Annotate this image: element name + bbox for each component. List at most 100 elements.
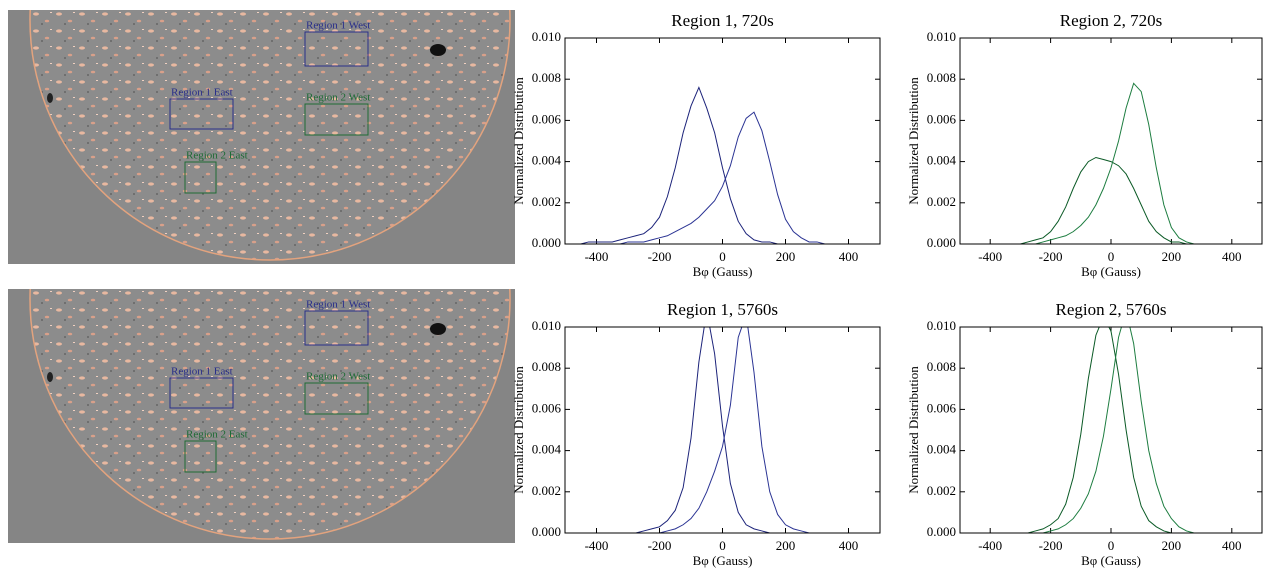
region-box <box>184 161 217 194</box>
x-tick-label: 0 <box>1108 249 1115 264</box>
y-tick-label: 0.008 <box>532 70 561 85</box>
sunspot <box>47 372 53 382</box>
y-tick-label: 0.008 <box>532 359 561 374</box>
series-line <box>565 327 880 533</box>
series-line <box>960 327 1262 533</box>
region-label: Region 1 East <box>171 366 233 378</box>
x-tick-label: 200 <box>776 249 796 264</box>
y-tick-label: 0.006 <box>927 111 957 126</box>
y-tick-label: 0.000 <box>927 524 956 539</box>
region-box <box>169 98 234 130</box>
region-box <box>304 382 369 415</box>
region-label: Region 1 East <box>171 87 233 99</box>
region-label: Region 1 West <box>306 20 370 32</box>
x-tick-label: 0 <box>1108 538 1115 553</box>
region-box <box>304 310 369 346</box>
x-axis-title: Bφ (Gauss) <box>693 264 753 279</box>
x-tick-label: 0 <box>719 249 726 264</box>
x-tick-label: -200 <box>1039 538 1063 553</box>
y-tick-label: 0.002 <box>927 483 956 498</box>
y-tick-label: 0.000 <box>532 235 561 250</box>
solar-disk <box>29 10 511 261</box>
x-tick-label: 400 <box>1222 249 1242 264</box>
x-tick-label: -200 <box>1039 249 1063 264</box>
x-axis-title: Bφ (Gauss) <box>1081 264 1141 279</box>
y-tick-label: 0.008 <box>927 359 956 374</box>
y-tick-label: 0.000 <box>532 524 561 539</box>
region-box <box>184 440 217 473</box>
y-tick-label: 0.004 <box>532 442 562 457</box>
y-tick-label: 0.006 <box>532 400 562 415</box>
x-tick-label: 200 <box>776 538 796 553</box>
solar-disk <box>29 289 511 540</box>
y-tick-label: 0.004 <box>927 153 957 168</box>
y-tick-label: 0.010 <box>532 318 561 333</box>
x-tick-label: -400 <box>978 249 1002 264</box>
y-tick-label: 0.002 <box>927 194 956 209</box>
solar-image: Region 1 West Region 1 East Region 2 West R… <box>8 10 515 264</box>
x-axis-title: Bφ (Gauss) <box>693 553 753 568</box>
chart-title: Region 2, 720s <box>1060 11 1162 30</box>
y-tick-label: 0.010 <box>927 318 956 333</box>
series-line <box>565 111 880 244</box>
plot-area <box>565 86 880 244</box>
solar-image: Region 1 West Region 1 East Region 2 West R… <box>8 289 515 543</box>
chart-title: Region 2, 5760s <box>1056 300 1167 319</box>
y-tick-label: 0.006 <box>927 400 957 415</box>
region-box <box>304 31 369 67</box>
sunspot <box>430 323 446 335</box>
x-tick-label: 200 <box>1162 249 1182 264</box>
chart: Region 2, 720s -400 -200 0 200 400 0.000 0.002 0… <box>906 11 1263 279</box>
x-tick-label: 400 <box>839 249 859 264</box>
series-line <box>960 327 1262 533</box>
plot-frame <box>564 326 881 534</box>
sunspot <box>47 93 53 103</box>
region-box <box>169 377 234 409</box>
plot-frame <box>959 37 1263 245</box>
x-tick-label: -200 <box>648 538 672 553</box>
region-box <box>304 103 369 136</box>
y-tick-label: 0.004 <box>927 442 957 457</box>
series-line <box>565 327 880 533</box>
series-line <box>565 86 880 244</box>
y-axis-title: Normalized Distribution <box>511 366 526 494</box>
y-tick-label: 0.006 <box>532 111 562 126</box>
region-label: Region 1 West <box>306 299 370 311</box>
y-tick-label: 0.002 <box>532 194 561 209</box>
plot-frame <box>959 326 1263 534</box>
plot-area <box>565 327 880 533</box>
y-tick-label: 0.010 <box>532 29 561 44</box>
chart-title: Region 1, 5760s <box>667 300 778 319</box>
x-axis-title: Bφ (Gauss) <box>1081 553 1141 568</box>
plot-frame <box>564 37 881 245</box>
sunspot <box>430 44 446 56</box>
y-tick-label: 0.000 <box>927 235 956 250</box>
region-label: Region 2 East <box>186 150 248 162</box>
x-tick-label: 200 <box>1162 538 1182 553</box>
x-tick-label: 400 <box>839 538 859 553</box>
chart: Region 1, 5760s -400 -200 0 200 400 0.000 0.002… <box>511 300 881 568</box>
x-tick-label: 0 <box>719 538 726 553</box>
region-label: Region 2 West <box>306 371 370 383</box>
plot-area <box>960 82 1262 244</box>
x-tick-label: -400 <box>585 538 609 553</box>
chart: Region 2, 5760s -400 -200 0 200 400 0.000 0.002… <box>906 300 1263 568</box>
region-label: Region 2 East <box>186 429 248 441</box>
region-label: Region 2 West <box>306 92 370 104</box>
y-tick-label: 0.008 <box>927 70 956 85</box>
y-axis-title: Normalized Distribution <box>906 77 921 205</box>
y-tick-label: 0.004 <box>532 153 562 168</box>
y-axis-title: Normalized Distribution <box>511 77 526 205</box>
x-tick-label: -400 <box>978 538 1002 553</box>
chart: Region 1, 720s -400 -200 0 200 400 0.000 0.002 0… <box>511 11 881 279</box>
x-tick-label: -200 <box>648 249 672 264</box>
x-tick-label: -400 <box>585 249 609 264</box>
y-axis-title: Normalized Distribution <box>906 366 921 494</box>
chart-title: Region 1, 720s <box>671 11 773 30</box>
y-tick-label: 0.010 <box>927 29 956 44</box>
series-line <box>960 156 1262 244</box>
y-tick-label: 0.002 <box>532 483 561 498</box>
x-tick-label: 400 <box>1222 538 1242 553</box>
